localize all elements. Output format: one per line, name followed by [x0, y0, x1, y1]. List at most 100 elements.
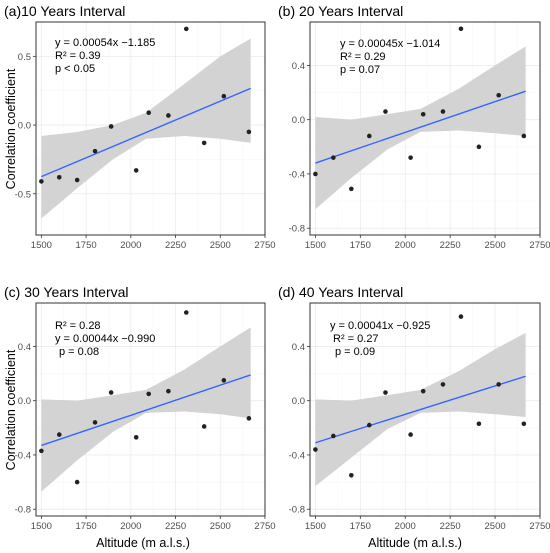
x-tick-label: 2750	[254, 521, 275, 532]
regression-annotation: y = 0.00045x −1.014	[340, 38, 440, 50]
x-axis-label-right: Altitude (m a.l.s.)	[368, 536, 462, 550]
y-tick-label: 0.0	[292, 396, 305, 407]
data-point	[201, 140, 207, 146]
panel-d: (d) 40 Years Interval 1500 1750 2000 2250 25…	[278, 284, 550, 532]
panel-title: (c) 30 Years Interval	[4, 284, 129, 300]
x-tick-label: 1750	[76, 240, 97, 251]
data-point	[133, 168, 139, 173]
x-tick-label: 2250	[165, 521, 186, 532]
data-point	[420, 111, 426, 117]
x-tick-label: 2500	[485, 240, 506, 251]
data-point	[521, 133, 527, 139]
data-point	[366, 133, 372, 139]
regression-annotation: y = 0.00041x −0.925	[330, 320, 430, 332]
panel-a: (a)10 Years Interval 1500 1750 2000 2250 250…	[4, 3, 276, 251]
regression-annotation: p = 0.09	[335, 346, 375, 358]
x-tick-label: 1750	[350, 240, 371, 251]
data-point	[408, 432, 413, 437]
data-point	[246, 129, 252, 135]
data-point	[521, 421, 527, 427]
data-point	[349, 186, 354, 192]
x-tick-label: 2750	[529, 240, 550, 251]
regression-annotation: p = 0.07	[340, 64, 380, 76]
regression-line	[315, 375, 526, 444]
x-tick-label: 1500	[31, 240, 52, 251]
regression-annotation: R² = 0.27	[333, 333, 379, 345]
panel-title: (a)10 Years Interval	[4, 3, 125, 19]
plot-frame	[35, 302, 266, 517]
y-tick-label: -0.5	[15, 189, 31, 200]
x-tick-label: 2750	[529, 521, 550, 532]
data-point	[331, 155, 336, 160]
y-tick-label: -0.8	[15, 505, 31, 516]
x-tick-label: 2500	[210, 521, 231, 532]
y-tick-label: 0.4	[18, 342, 31, 353]
data-point	[349, 472, 354, 478]
y-tick-label: -0.4	[15, 450, 31, 461]
data-point	[221, 378, 227, 383]
y-tick-label: 0.0	[292, 115, 305, 126]
data-point	[383, 109, 388, 114]
y-tick-label: -0.8	[289, 224, 305, 235]
regression-line	[41, 87, 251, 178]
data-point	[39, 448, 44, 454]
regression-annotation: y = 0.00054x −1.185	[55, 37, 155, 49]
data-point	[221, 93, 227, 99]
data-point	[166, 113, 171, 118]
data-point	[458, 26, 464, 32]
data-point	[458, 314, 464, 319]
plot-frame	[309, 302, 541, 517]
data-point	[39, 179, 44, 184]
regression-annotation: p = 0.08	[59, 346, 99, 358]
regression-line	[41, 374, 251, 447]
regression-annotation: R² = 0.39	[55, 50, 101, 62]
y-tick-label: 0.4	[292, 342, 305, 353]
data-point	[183, 26, 189, 32]
y-tick-label: 0.0	[18, 121, 31, 132]
x-tick-label: 2250	[440, 240, 461, 251]
data-point	[201, 424, 207, 429]
y-axis-label-top: Correlation coefficient	[4, 68, 18, 189]
x-tick-label: 1500	[31, 521, 52, 532]
data-point	[313, 447, 318, 452]
data-point	[146, 391, 152, 397]
regression-line	[315, 90, 526, 164]
x-tick-label: 2500	[485, 521, 506, 532]
panel-title: (b) 20 Years Interval	[278, 3, 403, 19]
plot-frame	[309, 21, 541, 236]
y-tick-label: -0.8	[289, 505, 305, 516]
plot-frame	[35, 21, 266, 236]
regression-annotation: p < 0.05	[55, 63, 95, 75]
x-tick-label: 1750	[350, 521, 371, 532]
panel-c: (c) 30 Years Interval 1500 1750 2000 2250 25…	[4, 284, 276, 532]
x-tick-label: 2000	[395, 521, 416, 532]
data-point	[166, 388, 171, 394]
regression-annotation: R² = 0.29	[340, 51, 386, 63]
data-point	[92, 148, 98, 154]
regression-annotation: R² = 0.28	[55, 320, 101, 332]
data-point	[92, 420, 98, 425]
x-tick-label: 2250	[440, 521, 461, 532]
data-point	[108, 390, 114, 395]
y-axis-label-bottom: Correlation coefficient	[4, 349, 18, 470]
y-tick-label: -0.4	[289, 169, 305, 180]
data-point	[331, 433, 336, 439]
data-point	[56, 174, 62, 180]
data-point	[440, 109, 446, 114]
confidence-band	[41, 38, 251, 219]
x-tick-label: 1750	[76, 521, 97, 532]
y-tick-label: -0.4	[289, 450, 305, 461]
x-tick-label: 2000	[120, 240, 141, 251]
data-point	[408, 155, 413, 160]
data-point	[183, 310, 189, 315]
x-tick-label: 2750	[254, 240, 275, 251]
data-point	[74, 479, 80, 485]
data-point	[383, 390, 388, 395]
x-tick-label: 1500	[305, 240, 326, 251]
y-tick-label: 0.0	[18, 396, 31, 407]
data-point	[420, 388, 426, 394]
data-point	[133, 435, 139, 440]
x-tick-label: 1500	[305, 521, 326, 532]
data-point	[496, 92, 501, 98]
